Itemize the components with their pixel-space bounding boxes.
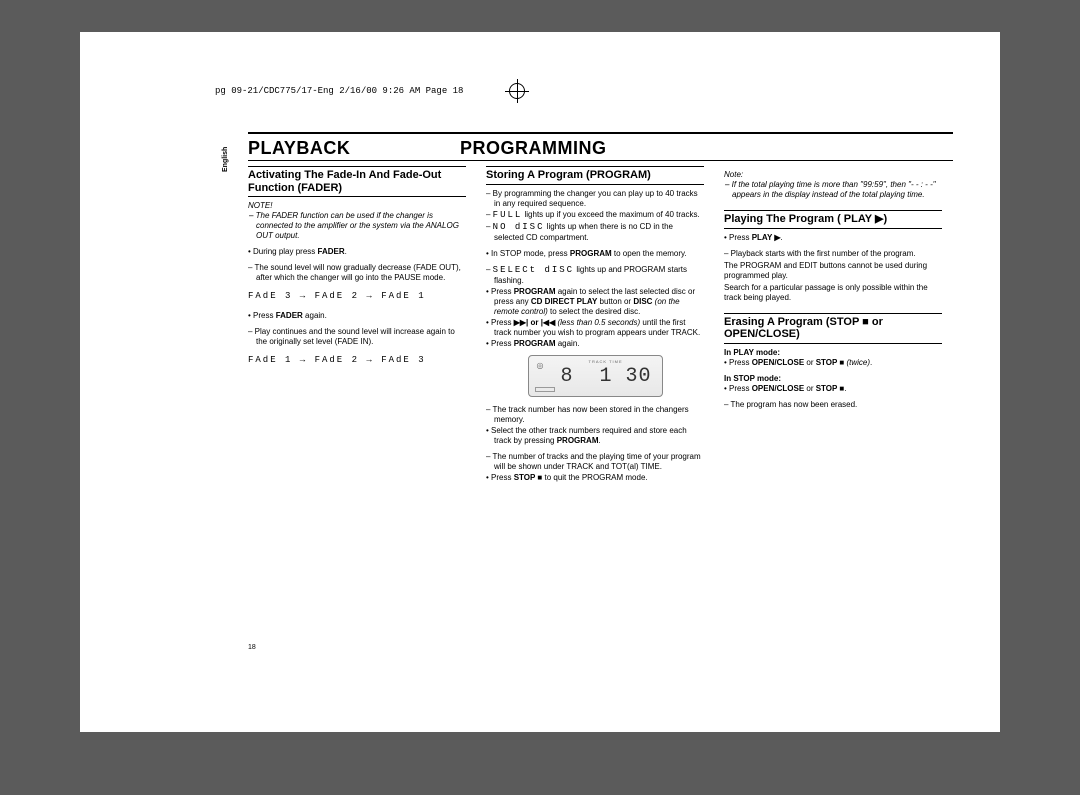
- note3-label: Note:: [724, 170, 942, 180]
- li-fader-press: During play press FADER.: [248, 247, 466, 257]
- dash-nodisc: NO dISC lights up when there is no CD in…: [486, 222, 704, 243]
- dash-intro: By programming the changer you can play …: [486, 189, 704, 209]
- list-1b: Press FADER again.: [248, 311, 466, 321]
- content-columns: Activating The Fade-In And Fade-Out Func…: [248, 166, 968, 489]
- list-2d: Press STOP ■ to quit the PROGRAM mode.: [486, 473, 704, 483]
- mode-stop-label: In STOP mode:: [724, 374, 942, 384]
- print-crop-header: pg 09-21/CDC775/17-Eng 2/16/00 9:26 AM P…: [215, 86, 463, 96]
- list-2a: In STOP mode, press PROGRAM to open the …: [486, 249, 704, 259]
- column-3: Note: – If the total playing time is mor…: [724, 166, 942, 489]
- para-search: Search for a particular passage is only …: [724, 283, 942, 303]
- li-quit: Press STOP ■ to quit the PROGRAM mode.: [486, 473, 704, 483]
- li-stop-program: In STOP mode, press PROGRAM to open the …: [486, 249, 704, 259]
- dash-erased: The program has now been erased.: [724, 400, 942, 410]
- li-erase-stop: Press OPEN/CLOSE or STOP ■.: [724, 384, 942, 394]
- dash-total: The number of tracks and the playing tim…: [486, 452, 704, 472]
- list-2c: Select the other track numbers required …: [486, 426, 704, 446]
- dash-full: FULL lights up if you exceed the maximum…: [486, 210, 704, 221]
- manual-page: pg 09-21/CDC775/17-Eng 2/16/00 9:26 AM P…: [80, 32, 1000, 732]
- page-number: 18: [248, 644, 256, 651]
- column-1: Activating The Fade-In And Fade-Out Func…: [248, 166, 466, 489]
- lcd-time: 1 30: [599, 364, 651, 389]
- dash-playback: Playback starts with the first number of…: [724, 249, 942, 259]
- lcd-badge: [535, 387, 555, 392]
- subhead-storing: Storing A Program (PROGRAM): [486, 166, 704, 185]
- para-cannot: The PROGRAM and EDIT buttons cannot be u…: [724, 261, 942, 281]
- list-3a: Press PLAY ▶.: [724, 233, 942, 243]
- segment-display-2: FAdE 1 → FAdE 2 → FAdE 3: [248, 355, 466, 366]
- language-tab: English: [222, 147, 229, 172]
- note-label: NOTE!: [248, 201, 466, 211]
- rule-top: [248, 132, 953, 134]
- list-1a: During play press FADER.: [248, 247, 466, 257]
- subhead-playing: Playing The Program ( PLAY ▶): [724, 210, 942, 229]
- list-3c: Press OPEN/CLOSE or STOP ■.: [724, 384, 942, 394]
- li-seek: Press ▶▶| or |◀◀ (less than 0.5 seconds)…: [486, 318, 704, 338]
- dash-fadein: Play continues and the sound level will …: [248, 327, 466, 347]
- subhead-erasing-text: Erasing A Program (STOP ■ or OPEN/CLOSE): [724, 316, 942, 341]
- lcd-disc: 8: [561, 364, 575, 389]
- dash-select: SELECt dISC lights up and PROGRAM starts…: [486, 265, 704, 286]
- li-fader-again: Press FADER again.: [248, 311, 466, 321]
- column-2: Storing A Program (PROGRAM) By programmi…: [486, 166, 704, 489]
- subhead-storing-text: Storing A Program (PROGRAM): [486, 169, 704, 182]
- li-erase-play: Press OPEN/CLOSE or STOP ■ (twice).: [724, 358, 942, 368]
- list-2b: Press PROGRAM again to select the last s…: [486, 287, 704, 349]
- list-3b: Press OPEN/CLOSE or STOP ■ (twice).: [724, 358, 942, 368]
- note3-body: – If the total playing time is more than…: [724, 180, 942, 200]
- section-title-row: PLAYBACK PROGRAMMING: [248, 138, 953, 159]
- note-body: – The FADER function can be used if the …: [248, 211, 466, 241]
- title-programming: PROGRAMMING: [460, 138, 672, 159]
- li-other-tracks: Select the other track numbers required …: [486, 426, 704, 446]
- li-program-again: Press PROGRAM again.: [486, 339, 704, 349]
- mode-play-label: In PLAY mode:: [724, 348, 942, 358]
- dash-stored: The track number has now been stored in …: [486, 405, 704, 425]
- segment-display-1: FAdE 3 → FAdE 2 → FAdE 1: [248, 291, 466, 302]
- subhead-erasing: Erasing A Program (STOP ■ or OPEN/CLOSE): [724, 313, 942, 344]
- rule-under-title: [248, 160, 953, 161]
- cd-icon: ◎: [537, 361, 544, 371]
- dash-fadeout: The sound level will now gradually decre…: [248, 263, 466, 283]
- subhead-playing-text: Playing The Program ( PLAY ▶): [724, 213, 942, 226]
- lcd-display: ◎ TRACK TIME 8 1 30: [528, 355, 663, 397]
- title-playback: PLAYBACK: [248, 138, 460, 159]
- li-press-play: Press PLAY ▶.: [724, 233, 942, 243]
- crop-mark-icon: [505, 79, 529, 103]
- subhead-fader-text: Activating The Fade-In And Fade-Out Func…: [248, 169, 466, 194]
- li-program-again-disc: Press PROGRAM again to select the last s…: [486, 287, 704, 317]
- subhead-fader: Activating The Fade-In And Fade-Out Func…: [248, 166, 466, 197]
